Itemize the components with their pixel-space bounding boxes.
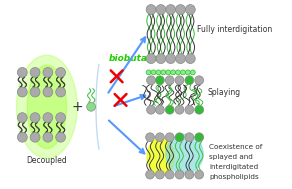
- Circle shape: [195, 76, 204, 85]
- Circle shape: [175, 170, 184, 179]
- Circle shape: [56, 132, 65, 142]
- Circle shape: [185, 76, 194, 85]
- Circle shape: [147, 76, 155, 85]
- Circle shape: [156, 70, 161, 75]
- Circle shape: [43, 132, 53, 142]
- Text: splayed and: splayed and: [209, 154, 253, 160]
- Circle shape: [185, 133, 194, 142]
- Circle shape: [185, 5, 195, 14]
- Circle shape: [195, 170, 204, 179]
- Circle shape: [155, 170, 164, 179]
- Circle shape: [165, 76, 174, 85]
- Text: Splaying: Splaying: [207, 88, 240, 97]
- Circle shape: [56, 113, 65, 122]
- Circle shape: [161, 70, 166, 75]
- Circle shape: [43, 67, 53, 77]
- Circle shape: [18, 113, 27, 122]
- Circle shape: [30, 113, 40, 122]
- Circle shape: [195, 133, 204, 142]
- Circle shape: [155, 105, 164, 114]
- Circle shape: [147, 105, 155, 114]
- Circle shape: [175, 76, 184, 85]
- Circle shape: [190, 70, 195, 75]
- Circle shape: [155, 76, 164, 85]
- Circle shape: [146, 54, 156, 64]
- Text: Coexistence of: Coexistence of: [209, 144, 262, 150]
- Ellipse shape: [27, 65, 67, 149]
- Circle shape: [166, 70, 171, 75]
- Circle shape: [185, 170, 194, 179]
- Text: biobutanol: biobutanol: [109, 54, 164, 63]
- Circle shape: [56, 67, 65, 77]
- Circle shape: [43, 113, 53, 122]
- Text: Decoupled: Decoupled: [27, 156, 67, 165]
- Circle shape: [180, 70, 185, 75]
- Ellipse shape: [147, 138, 175, 176]
- Circle shape: [18, 67, 27, 77]
- Circle shape: [146, 70, 151, 75]
- Circle shape: [156, 54, 166, 64]
- Circle shape: [151, 70, 156, 75]
- Ellipse shape: [166, 134, 203, 174]
- Circle shape: [30, 67, 40, 77]
- Circle shape: [165, 105, 174, 114]
- Circle shape: [175, 105, 184, 114]
- Ellipse shape: [16, 55, 77, 158]
- Circle shape: [175, 133, 184, 142]
- Circle shape: [166, 5, 175, 14]
- Circle shape: [185, 105, 194, 114]
- Circle shape: [43, 87, 53, 97]
- Circle shape: [165, 170, 174, 179]
- Circle shape: [156, 5, 166, 14]
- Circle shape: [175, 70, 180, 75]
- Text: Fully interdigitation: Fully interdigitation: [197, 25, 272, 34]
- Circle shape: [166, 54, 175, 64]
- Circle shape: [146, 170, 154, 179]
- Circle shape: [175, 5, 185, 14]
- Circle shape: [146, 133, 154, 142]
- Circle shape: [165, 133, 174, 142]
- Circle shape: [87, 102, 95, 111]
- Circle shape: [175, 54, 185, 64]
- Text: phospholipids: phospholipids: [209, 174, 259, 180]
- Circle shape: [195, 105, 204, 114]
- Circle shape: [155, 133, 164, 142]
- Circle shape: [18, 87, 27, 97]
- Circle shape: [30, 87, 40, 97]
- Circle shape: [30, 132, 40, 142]
- Circle shape: [146, 5, 156, 14]
- Circle shape: [185, 54, 195, 64]
- Circle shape: [18, 132, 27, 142]
- Circle shape: [56, 87, 65, 97]
- Circle shape: [171, 70, 175, 75]
- Text: +: +: [72, 100, 83, 114]
- Circle shape: [185, 70, 190, 75]
- Text: interdigitated: interdigitated: [209, 164, 258, 170]
